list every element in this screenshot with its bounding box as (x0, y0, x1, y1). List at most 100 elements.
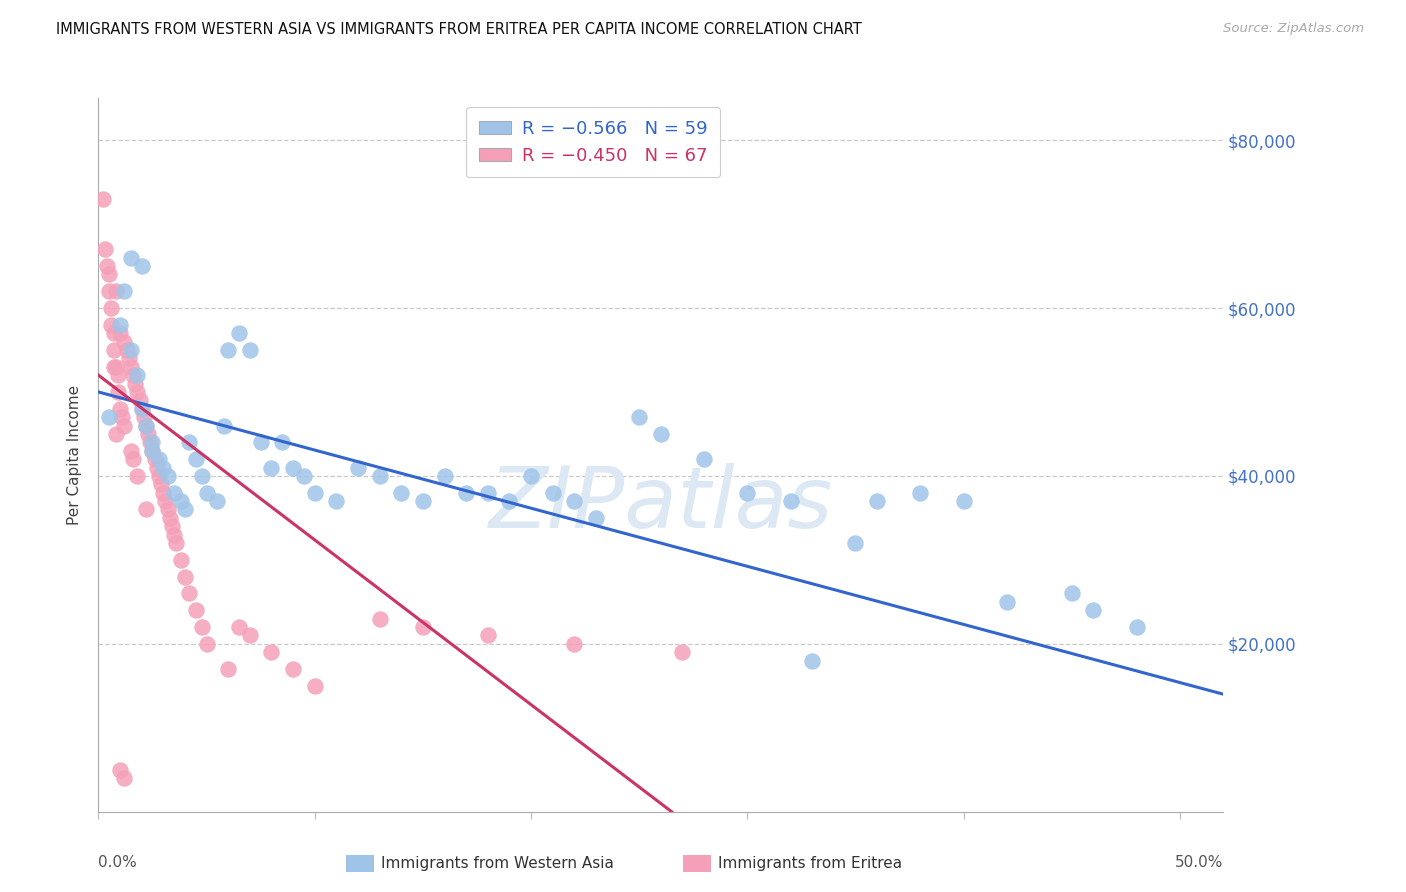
Point (148, 452, 170, 467)
Point (650, 426, 672, 441)
Point (271, 435, 294, 450)
Point (143, 452, 166, 467)
Point (585, 511, 607, 525)
Y-axis label: Per Capita Income: Per Capita Income (67, 384, 83, 525)
Point (239, 628, 262, 642)
Text: ZIPatlas: ZIPatlas (489, 463, 832, 547)
Point (239, 343, 262, 357)
Point (628, 410, 651, 425)
Point (100, 318, 122, 332)
Point (107, 368, 129, 383)
Point (191, 620, 214, 634)
Point (112, 284, 135, 298)
Point (412, 494, 434, 508)
Point (122, 452, 145, 467)
Point (184, 452, 207, 467)
Point (562, 637, 585, 651)
Point (148, 469, 170, 483)
Point (135, 502, 157, 516)
Point (169, 494, 191, 508)
Point (212, 418, 235, 433)
Point (160, 519, 183, 533)
Point (169, 553, 191, 567)
Point (141, 443, 163, 458)
Text: Immigrants from Eritrea: Immigrants from Eritrea (718, 856, 903, 871)
Point (217, 343, 239, 357)
Point (98, 284, 121, 298)
Point (103, 359, 125, 374)
Point (207, 494, 229, 508)
Point (108, 326, 131, 341)
Point (562, 494, 585, 508)
Point (671, 645, 693, 659)
Point (127, 384, 149, 399)
Point (115, 343, 138, 357)
Point (292, 469, 315, 483)
Point (304, 485, 326, 500)
Point (260, 645, 283, 659)
Point (844, 536, 866, 550)
Point (541, 485, 564, 500)
Point (995, 595, 1018, 609)
Text: 50.0%: 50.0% (1175, 855, 1223, 870)
Point (91, 192, 114, 206)
Point (120, 343, 142, 357)
Point (141, 435, 163, 450)
Point (389, 485, 412, 500)
Point (103, 343, 125, 357)
Point (174, 569, 197, 583)
Point (477, 485, 499, 500)
Point (152, 485, 174, 500)
Point (952, 494, 974, 508)
Point (104, 359, 127, 374)
Point (228, 620, 250, 634)
Point (156, 469, 179, 483)
Text: IMMIGRANTS FROM WESTERN ASIA VS IMMIGRANTS FROM ERITREA PER CAPITA INCOME CORREL: IMMIGRANTS FROM WESTERN ASIA VS IMMIGRAN… (56, 22, 862, 37)
Point (281, 460, 304, 475)
Point (179, 435, 201, 450)
Point (112, 771, 135, 785)
Point (159, 511, 181, 525)
Point (368, 469, 391, 483)
Point (146, 460, 169, 475)
Point (118, 351, 141, 366)
Point (1083, 603, 1105, 617)
Point (456, 485, 478, 500)
Point (139, 435, 162, 450)
Point (104, 426, 127, 441)
Point (165, 536, 187, 550)
Point (347, 460, 370, 475)
Point (866, 494, 889, 508)
Point (156, 502, 179, 516)
Point (112, 418, 135, 433)
Point (217, 662, 239, 676)
Text: Source: ZipAtlas.com: Source: ZipAtlas.com (1223, 22, 1364, 36)
Point (910, 485, 932, 500)
Point (260, 460, 283, 475)
Point (195, 485, 218, 500)
Legend: R = −0.566   N = 59, R = −0.450   N = 67: R = −0.566 N = 59, R = −0.450 N = 67 (467, 107, 720, 178)
Point (141, 443, 163, 458)
Point (107, 384, 129, 399)
Text: Immigrants from Western Asia: Immigrants from Western Asia (381, 856, 614, 871)
Point (136, 426, 159, 441)
Point (135, 418, 157, 433)
Point (150, 477, 173, 491)
Point (779, 494, 801, 508)
Point (128, 393, 150, 408)
Point (1060, 586, 1083, 600)
Point (412, 620, 434, 634)
Point (228, 326, 250, 341)
Point (737, 485, 759, 500)
Point (112, 334, 135, 349)
Point (163, 527, 186, 541)
Point (693, 452, 716, 467)
Point (124, 376, 146, 391)
Point (477, 628, 499, 642)
Point (131, 259, 153, 273)
Point (191, 469, 214, 483)
Point (94, 242, 117, 256)
Point (325, 494, 347, 508)
Point (155, 494, 177, 508)
Point (184, 603, 207, 617)
